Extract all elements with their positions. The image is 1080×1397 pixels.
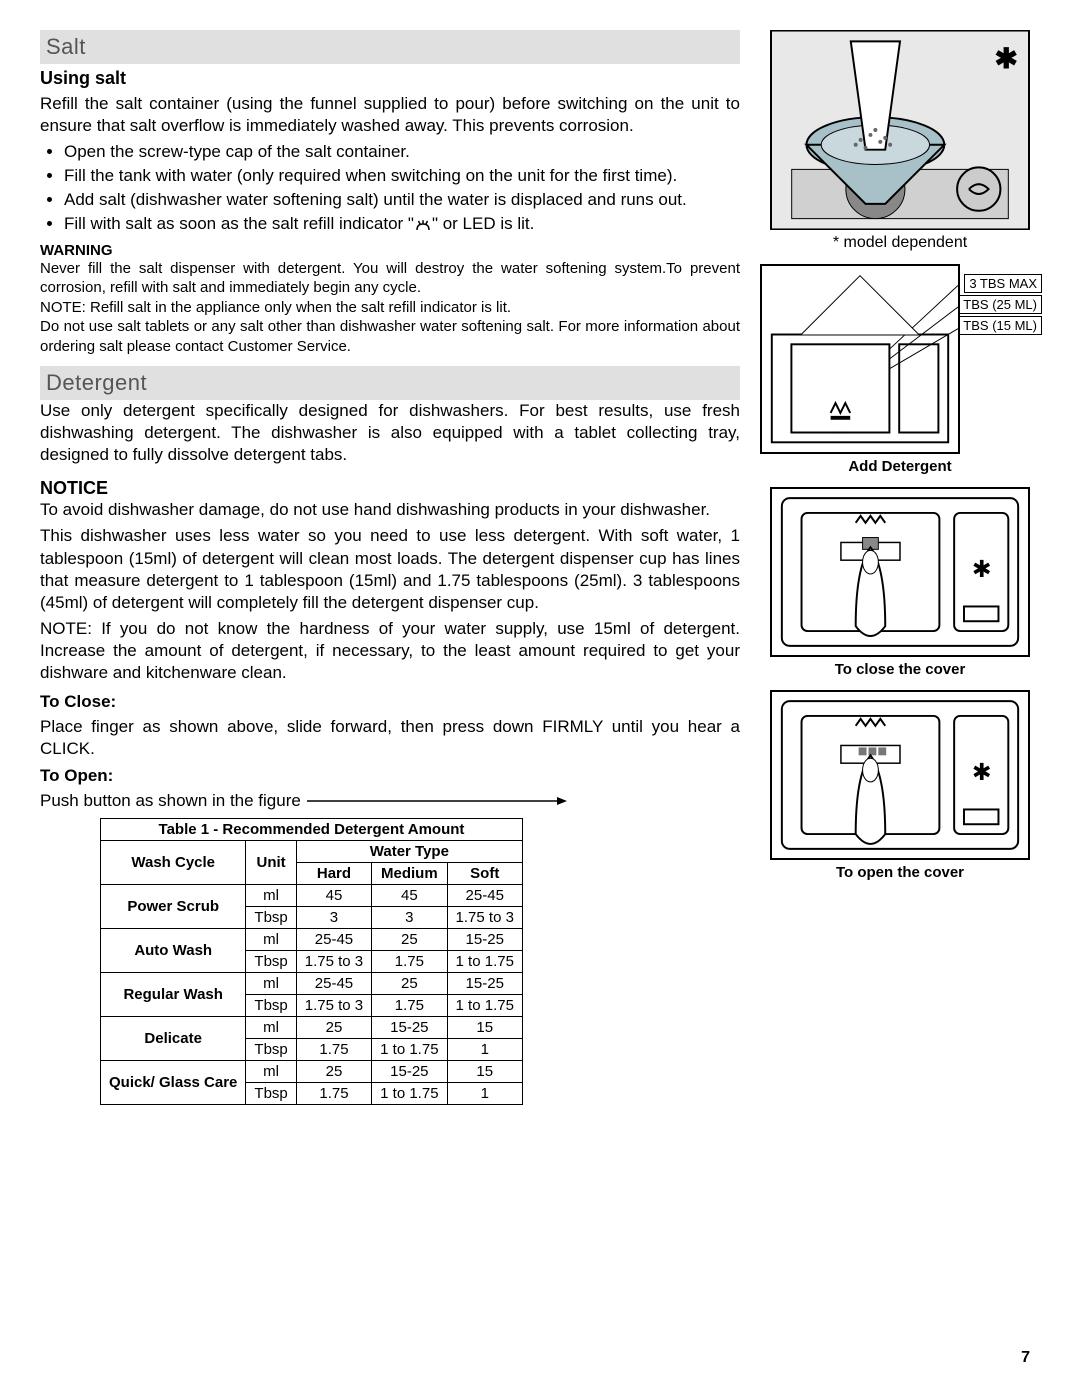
salt-bullets: Open the screw-type cap of the salt cont… <box>40 141 740 235</box>
salt-bullet: Open the screw-type cap of the salt cont… <box>64 141 740 163</box>
unit-cell: Tbsp <box>246 1083 296 1105</box>
salt-note2: Do not use salt tablets or any salt othe… <box>40 317 740 356</box>
notice-body: To avoid dishwasher damage, do not use h… <box>40 499 740 521</box>
medium-cell: 1.75 <box>372 995 447 1017</box>
detergent-intro: Use only detergent specifically designed… <box>40 400 740 466</box>
unit-cell: ml <box>246 929 296 951</box>
salt-bullet-text-b: " or LED is lit. <box>432 214 534 233</box>
medium-cell: 15-25 <box>372 1061 447 1083</box>
detergent-note: NOTE: If you do not know the hardness of… <box>40 618 740 684</box>
cycle-label: Quick/ Glass Care <box>101 1061 246 1105</box>
table-title: Table 1 - Recommended Detergent Amount <box>101 819 523 841</box>
tbs-15-label: 1 TBS (15 ML) <box>948 316 1042 335</box>
salt-section-title: Salt <box>40 30 740 64</box>
using-salt-head: Using salt <box>40 68 740 89</box>
salt-bullet-text-a: Fill with salt as soon as the salt refil… <box>64 214 414 233</box>
tbs-25-label: 2 TBS (25 ML) <box>948 295 1042 314</box>
water-type-head: Water Type <box>296 841 522 863</box>
open-cover-caption: To open the cover <box>760 864 1040 881</box>
svg-text:✱: ✱ <box>972 557 992 583</box>
salt-funnel-figure: ✱ <box>770 30 1030 230</box>
arrow-icon <box>307 795 567 807</box>
unit-cell: ml <box>246 973 296 995</box>
close-cover-caption: To close the cover <box>760 661 1040 678</box>
salt-intro: Refill the salt container (using the fun… <box>40 93 740 137</box>
close-cover-figure: ✱ <box>770 487 1030 657</box>
hard-cell: 25 <box>296 1017 371 1039</box>
hard-cell: 1.75 <box>296 1039 371 1061</box>
detergent-section-title: Detergent <box>40 366 740 400</box>
cycle-label: Delicate <box>101 1017 246 1061</box>
col-head: Unit <box>246 841 296 885</box>
add-detergent-figure: 3 TBS MAX 2 TBS (25 ML) 1 TBS (15 ML) <box>760 264 1040 454</box>
soft-cell: 15-25 <box>447 929 522 951</box>
to-close-body: Place finger as shown above, slide forwa… <box>40 716 740 760</box>
soft-cell: 1 <box>447 1039 522 1061</box>
unit-cell: Tbsp <box>246 907 296 929</box>
unit-cell: ml <box>246 1061 296 1083</box>
model-dependent-caption: * model dependent <box>760 234 1040 252</box>
hard-cell: 3 <box>296 907 371 929</box>
notice-head: NOTICE <box>40 478 740 499</box>
medium-cell: 3 <box>372 907 447 929</box>
soft-cell: 1 to 1.75 <box>447 995 522 1017</box>
cycle-label: Power Scrub <box>101 885 246 929</box>
detergent-para2: This dishwasher uses less water so you n… <box>40 525 740 613</box>
hard-cell: 1.75 <box>296 1083 371 1105</box>
col-head: Hard <box>296 863 371 885</box>
soft-cell: 15 <box>447 1017 522 1039</box>
star-icon: ✱ <box>995 42 1018 75</box>
col-head: Soft <box>447 863 522 885</box>
medium-cell: 45 <box>372 885 447 907</box>
add-detergent-caption: Add Detergent <box>760 458 1040 475</box>
warning-body: Never fill the salt dispenser with deter… <box>40 259 740 298</box>
soft-cell: 15 <box>447 1061 522 1083</box>
medium-cell: 25 <box>372 929 447 951</box>
figures-column: ✱ * model dependent 3 TBS MAX 2 TBS (25 … <box>760 30 1040 1105</box>
salt-note1: NOTE: Refill salt in the appliance only … <box>40 298 740 318</box>
medium-cell: 1.75 <box>372 951 447 973</box>
salt-bullet: Fill the tank with water (only required … <box>64 165 740 187</box>
hard-cell: 25-45 <box>296 929 371 951</box>
medium-cell: 1 to 1.75 <box>372 1039 447 1061</box>
to-open-head: To Open: <box>40 766 740 786</box>
hard-cell: 45 <box>296 885 371 907</box>
to-open-body: Push button as shown in the figure <box>40 790 301 812</box>
salt-indicator-icon <box>414 217 432 233</box>
cycle-label: Regular Wash <box>101 973 246 1017</box>
soft-cell: 1 <box>447 1083 522 1105</box>
detergent-table: Table 1 - Recommended Detergent Amount W… <box>100 818 523 1105</box>
unit-cell: ml <box>246 1017 296 1039</box>
unit-cell: ml <box>246 885 296 907</box>
open-cover-figure: ✱ <box>770 690 1030 860</box>
hard-cell: 25-45 <box>296 973 371 995</box>
col-head: Medium <box>372 863 447 885</box>
soft-cell: 25-45 <box>447 885 522 907</box>
unit-cell: Tbsp <box>246 1039 296 1061</box>
salt-bullet: Add salt (dishwasher water softening sal… <box>64 189 740 211</box>
main-content: Salt Using salt Refill the salt containe… <box>40 30 740 1105</box>
hard-cell: 25 <box>296 1061 371 1083</box>
col-head: Wash Cycle <box>101 841 246 885</box>
cycle-label: Auto Wash <box>101 929 246 973</box>
warning-label: WARNING <box>40 242 740 259</box>
salt-bullet: Fill with salt as soon as the salt refil… <box>64 213 740 235</box>
page-number: 7 <box>1021 1349 1030 1367</box>
medium-cell: 25 <box>372 973 447 995</box>
hard-cell: 1.75 to 3 <box>296 951 371 973</box>
medium-cell: 1 to 1.75 <box>372 1083 447 1105</box>
soft-cell: 1 to 1.75 <box>447 951 522 973</box>
to-close-head: To Close: <box>40 692 740 712</box>
tbs-max-label: 3 TBS MAX <box>964 274 1042 293</box>
unit-cell: Tbsp <box>246 995 296 1017</box>
soft-cell: 1.75 to 3 <box>447 907 522 929</box>
hard-cell: 1.75 to 3 <box>296 995 371 1017</box>
soft-cell: 15-25 <box>447 973 522 995</box>
medium-cell: 15-25 <box>372 1017 447 1039</box>
unit-cell: Tbsp <box>246 951 296 973</box>
svg-text:✱: ✱ <box>972 760 992 786</box>
